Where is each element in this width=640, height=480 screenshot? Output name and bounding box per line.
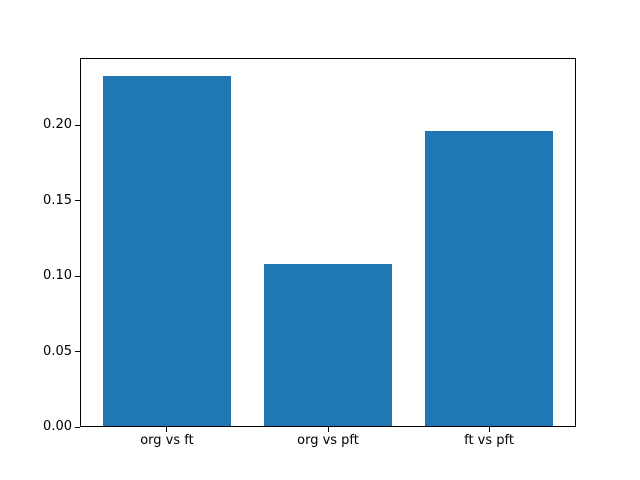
x-tick-label: ft vs pft [464, 433, 514, 448]
y-tick-mark [75, 200, 80, 202]
y-tick-label: 0.15 [43, 192, 72, 208]
y-tick-mark [75, 426, 80, 428]
x-tick-mark [327, 427, 329, 432]
bar-org-vs-ft [102, 75, 232, 427]
y-tick-label: 0.00 [43, 419, 72, 434]
y-tick-label: 0.05 [43, 343, 72, 359]
y-tick-label: 0.10 [43, 268, 72, 284]
x-tick-mark [488, 427, 490, 432]
y-tick-mark [75, 124, 80, 126]
x-tick-label: org vs ft [140, 433, 194, 448]
x-tick-label: org vs pft [297, 433, 359, 448]
x-tick-mark [166, 427, 168, 432]
y-tick-label: 0.20 [43, 117, 72, 133]
y-tick-mark [75, 351, 80, 353]
bar-org-vs-pft [263, 264, 393, 427]
y-tick-mark [75, 275, 80, 277]
bar-ft-vs-pft [424, 131, 554, 427]
